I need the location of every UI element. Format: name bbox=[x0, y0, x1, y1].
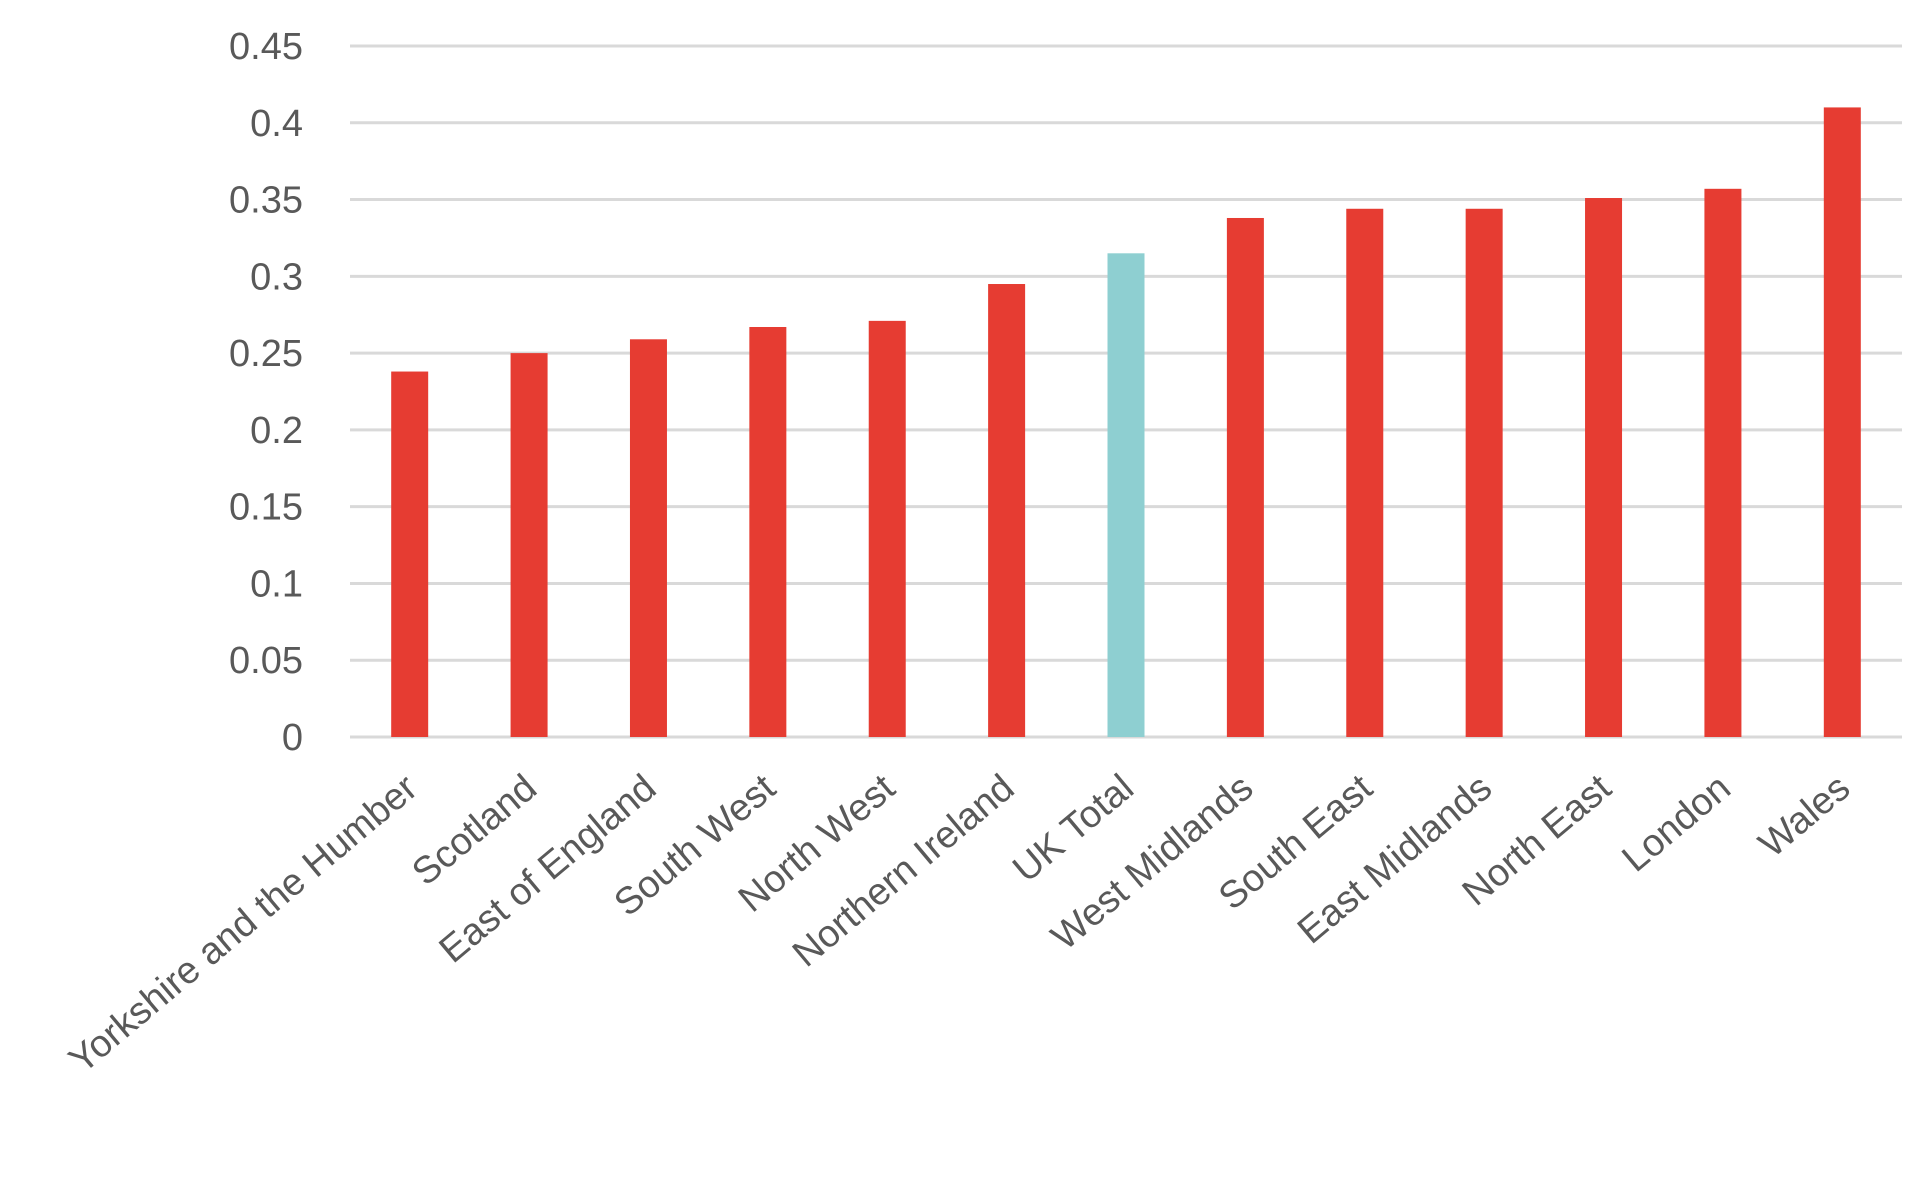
bar-northern-ireland bbox=[988, 284, 1026, 737]
y-axis-tick-labels: 0 0.05 0.1 0.15 0.2 0.25 0.3 0.35 0.4 0.45 bbox=[229, 26, 303, 759]
y-tick-label: 0.2 bbox=[250, 410, 303, 452]
bar-wales bbox=[1823, 107, 1861, 737]
y-tick-label: 0.15 bbox=[229, 487, 303, 529]
x-tick-label-london: London bbox=[1615, 767, 1739, 881]
y-tick-label: 0.4 bbox=[250, 103, 303, 145]
x-tick-label-yorkshire-and-the-humber: Yorkshire and the Humber bbox=[61, 766, 425, 1081]
bar-london bbox=[1704, 188, 1742, 738]
bar-west-midlands bbox=[1226, 217, 1264, 737]
bar-yorkshire-and-the-humber bbox=[391, 371, 429, 737]
bars bbox=[391, 107, 1861, 738]
bar-east-of-england bbox=[629, 339, 667, 737]
y-tick-label: 0.45 bbox=[229, 26, 303, 68]
x-tick-label-wales: Wales bbox=[1751, 767, 1858, 866]
y-tick-label: 0 bbox=[282, 717, 303, 759]
bar-uk-total bbox=[1107, 253, 1145, 738]
bar-south-east bbox=[1346, 208, 1384, 737]
y-tick-label: 0.25 bbox=[229, 333, 303, 375]
bar-scotland bbox=[510, 353, 548, 737]
bar-north-east bbox=[1585, 198, 1623, 737]
y-tick-label: 0.3 bbox=[250, 256, 303, 298]
y-tick-label: 0.05 bbox=[229, 640, 303, 682]
x-tick-label-northern-ireland: Northern Ireland bbox=[785, 767, 1022, 976]
x-tick-label-west-midlands: West Midlands bbox=[1044, 767, 1261, 959]
x-tick-label-east-of-england: East of England bbox=[432, 767, 665, 972]
bar-south-west bbox=[749, 327, 787, 737]
y-tick-label: 0.1 bbox=[250, 563, 303, 605]
y-tick-label: 0.35 bbox=[229, 180, 303, 222]
bar-north-west bbox=[868, 320, 906, 737]
bar-east-midlands bbox=[1465, 208, 1503, 737]
